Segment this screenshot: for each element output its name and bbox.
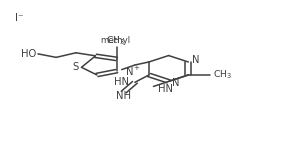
Text: N: N bbox=[172, 78, 180, 88]
Text: methyl: methyl bbox=[100, 36, 130, 45]
Text: HN: HN bbox=[158, 84, 173, 94]
Text: HN: HN bbox=[114, 76, 129, 87]
Text: NH: NH bbox=[115, 91, 131, 101]
Text: S: S bbox=[72, 62, 78, 72]
Text: CH$_3$: CH$_3$ bbox=[213, 69, 232, 81]
Text: N$^+$: N$^+$ bbox=[125, 65, 141, 78]
Text: CH$_3$: CH$_3$ bbox=[106, 35, 125, 47]
Text: I⁻: I⁻ bbox=[15, 13, 24, 23]
Text: HO: HO bbox=[21, 49, 37, 59]
Text: N: N bbox=[192, 55, 199, 65]
